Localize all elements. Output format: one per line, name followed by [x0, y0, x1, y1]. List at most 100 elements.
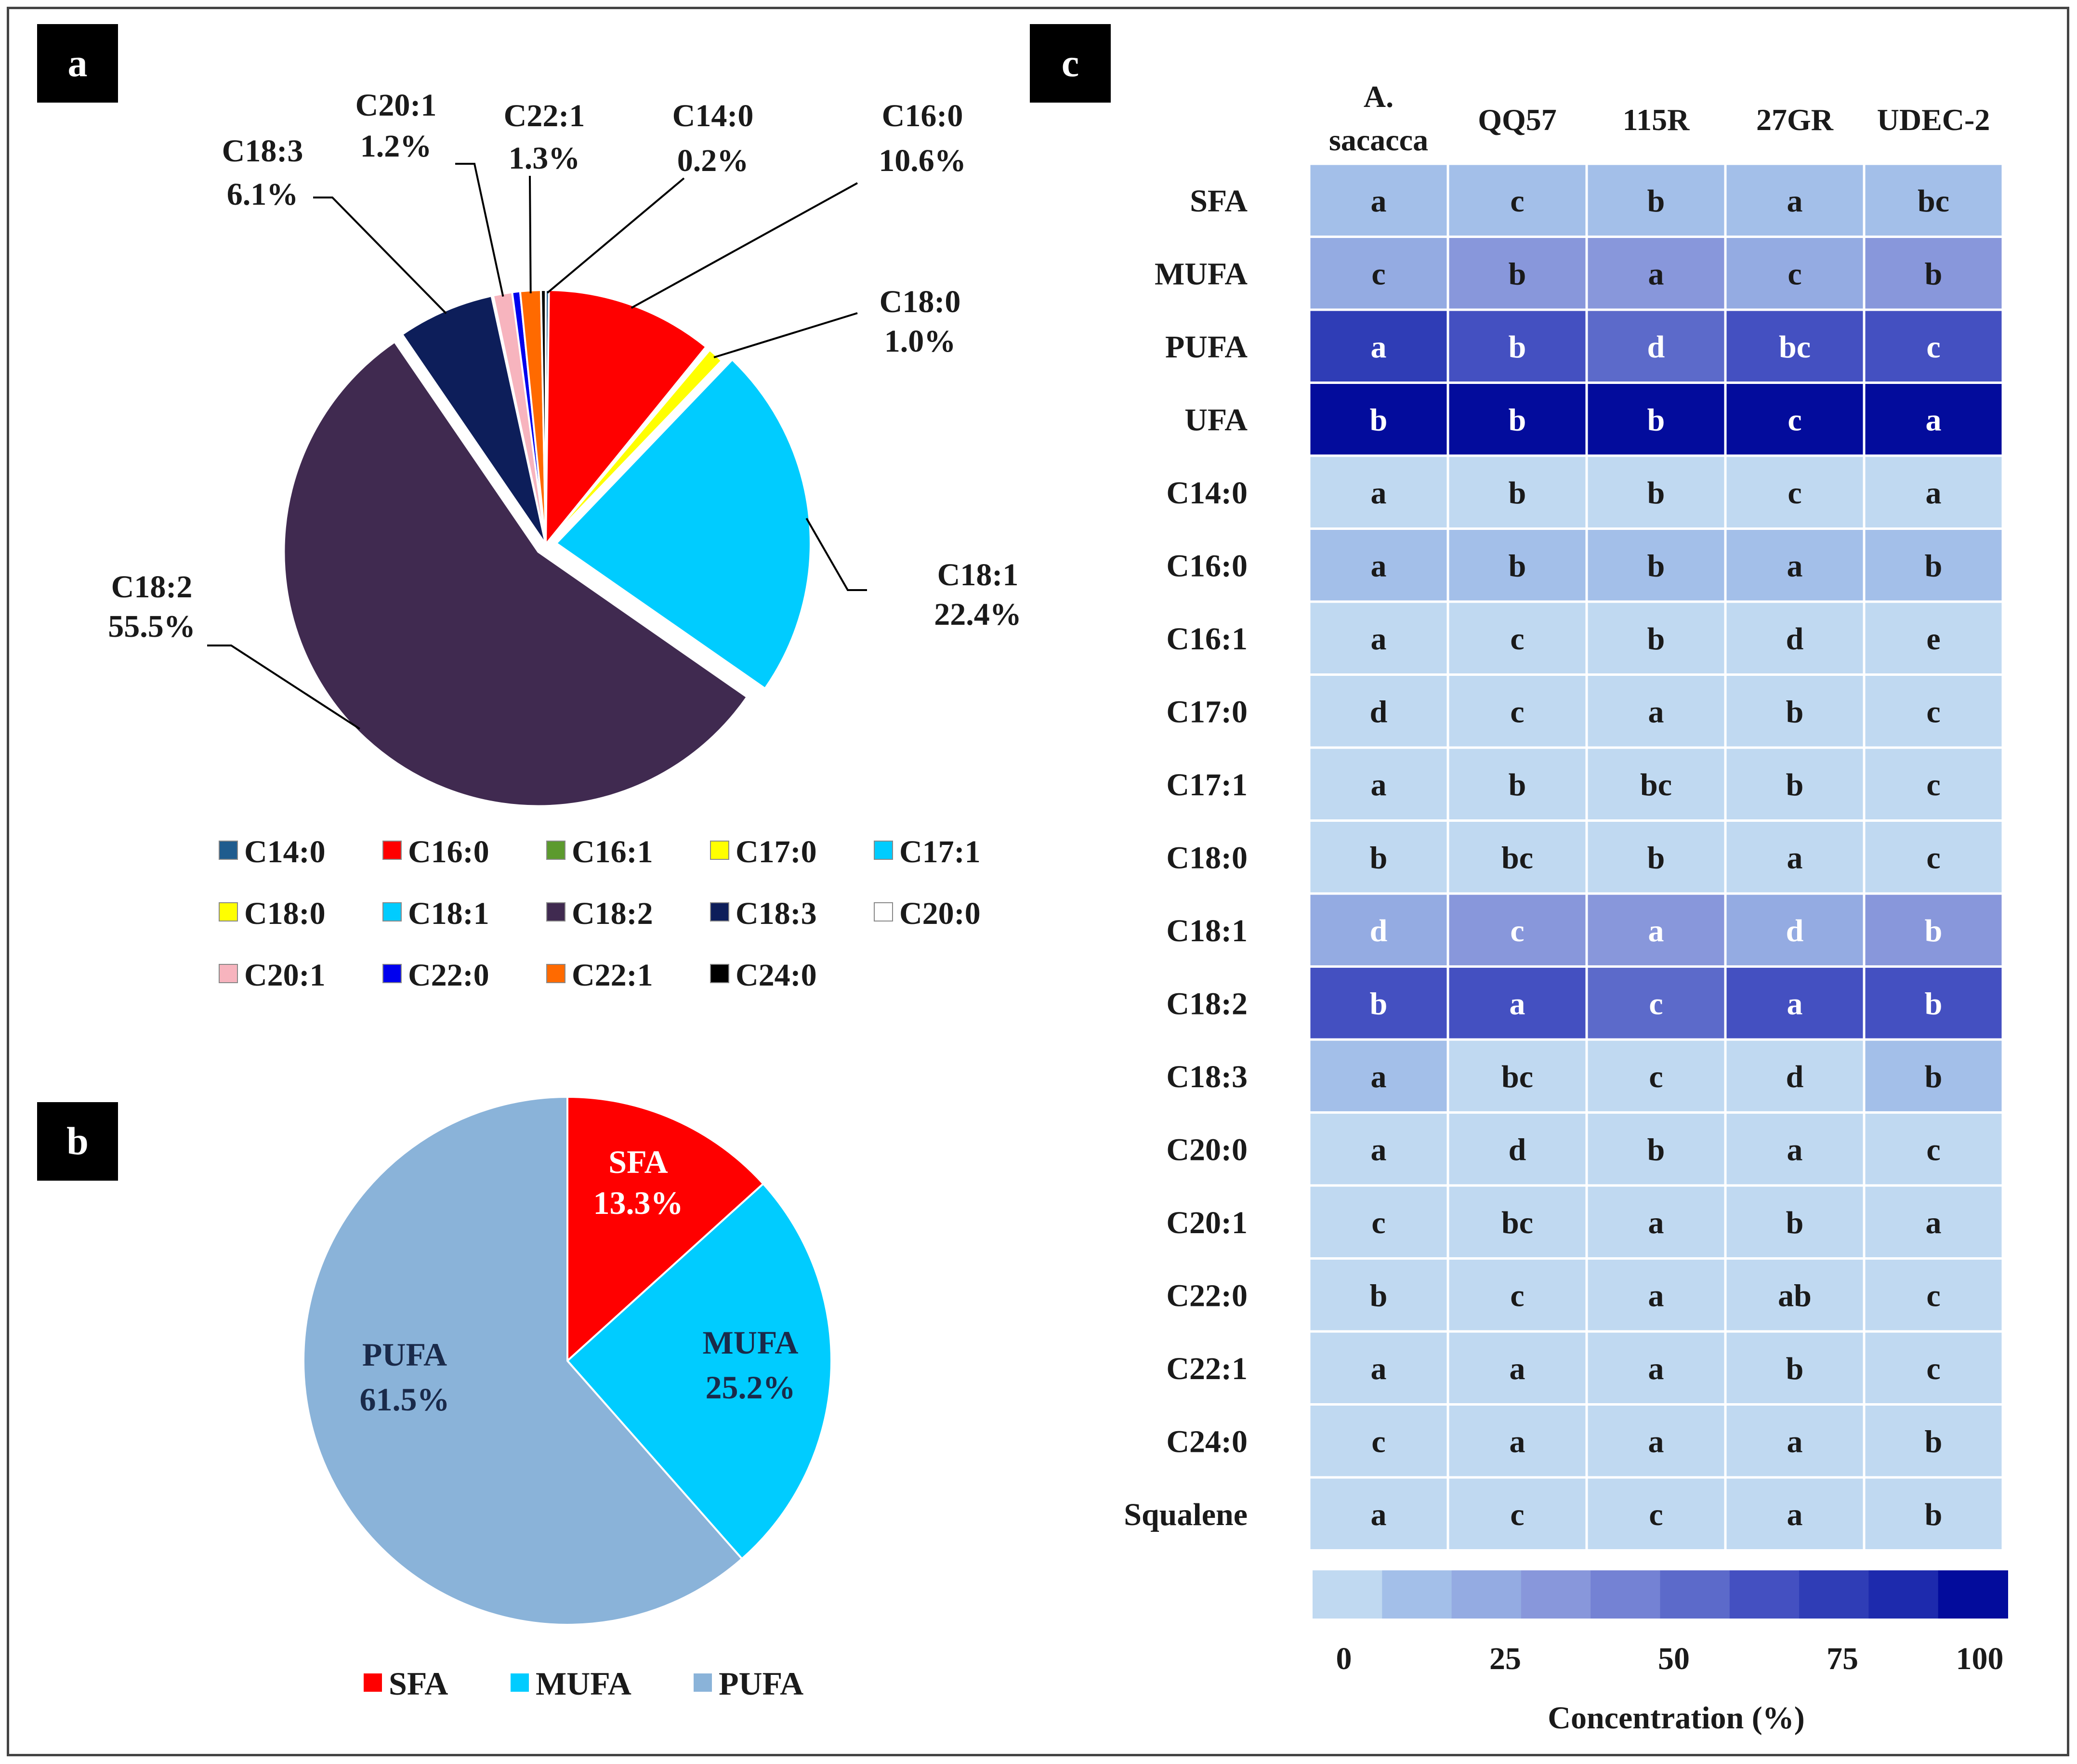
colorbar-segment: [1660, 1570, 1730, 1619]
cell-letter-c20-0-27gr: a: [1787, 1132, 1803, 1167]
row-label-c18-2: C18:2: [1166, 986, 1248, 1021]
heatmap-cell-ufa-qq57: [1446, 382, 1588, 457]
heatmap-cell-c18-1-udec-2: [1863, 892, 2004, 968]
panel-b-badge: b: [37, 1102, 118, 1181]
cell-letter-c22-0-27gr: ab: [1778, 1278, 1812, 1313]
colorbar-segment: [1938, 1570, 2008, 1619]
column-header-a-sacacca-part2: sacacca: [1329, 123, 1428, 157]
cell-letter-c17-0-udec-2: c: [1926, 694, 1940, 729]
slice-c18-1: [554, 358, 812, 690]
slice-mufa: [566, 1182, 832, 1560]
heatmap-cell-c18-0-115r: [1585, 819, 1727, 895]
heatmap-cell-c18-2-115r: [1585, 965, 1727, 1041]
heatmap-cell-c17-1-27gr: [1724, 746, 1866, 822]
legend-swatch-c17-1: [874, 841, 893, 860]
row-label-c18-3: C18:3: [1166, 1059, 1248, 1094]
colorbar-tick-25: 25: [1489, 1641, 1521, 1676]
row-label-mufa: MUFA: [1155, 256, 1248, 291]
cell-letter-c17-1-a-sacacca: a: [1371, 767, 1387, 803]
legend-label-c17-1: C17:1: [899, 834, 981, 869]
cell-letter-c20-1-a-sacacca: c: [1371, 1205, 1385, 1240]
heatmap-cell-squalene-qq57: [1446, 1476, 1588, 1552]
row-label-c20-0: C20:0: [1166, 1132, 1248, 1167]
heatmap-cell-ufa-115r: [1585, 382, 1727, 457]
leader-line-c22-1: [529, 175, 532, 293]
cell-letter-c24-0-qq57: a: [1510, 1424, 1525, 1459]
heatmap-cell-c20-1-qq57: [1446, 1184, 1588, 1260]
heatmap-cell-c18-0-udec-2: [1863, 819, 2004, 895]
heatmap-cell-c22-0-udec-2: [1863, 1257, 2004, 1333]
legend-fatty-acids: C14:0 C16:0 C16:1 C17:0 C17:1 C18:0 C18:1 C18:2…: [219, 834, 981, 993]
cell-letter-c20-1-qq57: bc: [1501, 1205, 1533, 1240]
cell-letter-c16-0-115r: b: [1647, 548, 1665, 583]
cell-letter-pufa-udec-2: c: [1926, 329, 1940, 365]
heatmap-cell-mufa-udec-2: [1863, 236, 2004, 311]
colorbar-tick-75: 75: [1827, 1641, 1858, 1676]
callout-value-c18-1: 22.4%: [934, 597, 1022, 632]
legend-swatch-c18-3: [710, 902, 729, 921]
legend-swatch-sfa: [364, 1673, 382, 1692]
callout-value-c22-1: 1.3%: [509, 141, 580, 176]
cell-letter-c24-0-a-sacacca: c: [1371, 1424, 1385, 1459]
row-label-c16-1: C16:1: [1166, 621, 1248, 657]
cell-letter-c20-0-udec-2: c: [1926, 1132, 1940, 1167]
cell-letter-c18-0-udec-2: c: [1926, 840, 1940, 875]
heatmap-cell-c20-1-a-sacacca: [1308, 1184, 1449, 1260]
slice-name-sfa: SFA: [608, 1144, 668, 1180]
callout-name-c14-0: C14:0: [672, 98, 754, 133]
callout-value-c14-0: 0.2%: [677, 143, 749, 178]
cell-letter-squalene-udec-2: b: [1925, 1497, 1943, 1532]
heatmap-cell-c20-0-udec-2: [1863, 1111, 2004, 1187]
colorbar-segment: [1313, 1570, 1383, 1619]
row-label-c18-0: C18:0: [1166, 840, 1248, 875]
heatmap-cell-ufa-a-sacacca: [1308, 382, 1449, 457]
heatmap-cell-sfa-udec-2: [1863, 162, 2004, 238]
cell-letter-c22-1-a-sacacca: a: [1371, 1351, 1387, 1386]
heatmap-cell-c16-1-a-sacacca: [1308, 600, 1449, 676]
cell-letter-mufa-qq57: b: [1509, 256, 1526, 291]
cell-letter-c16-1-115r: b: [1647, 621, 1665, 657]
heatmap-cell-c18-3-27gr: [1724, 1038, 1866, 1114]
heatmap-cell-c20-0-a-sacacca: [1308, 1111, 1449, 1187]
leader-line-c14-0: [547, 177, 685, 294]
cell-letter-c16-1-udec-2: e: [1926, 621, 1940, 657]
cell-letter-c16-0-27gr: a: [1787, 548, 1803, 583]
cell-letter-mufa-a-sacacca: c: [1371, 256, 1385, 291]
cell-letter-c22-0-qq57: c: [1510, 1278, 1524, 1313]
heatmap-cell-c17-1-udec-2: [1863, 746, 2004, 822]
cell-letter-mufa-115r: a: [1648, 256, 1664, 291]
row-label-c22-0: C22:0: [1166, 1278, 1248, 1313]
cell-letter-c18-2-115r: c: [1649, 986, 1663, 1021]
column-header-udec-2: UDEC-2: [1877, 103, 1990, 137]
slice-sfa: [566, 1095, 765, 1363]
callout-name-c18-0: C18:0: [880, 284, 961, 319]
cell-letter-c14-0-115r: b: [1647, 475, 1665, 511]
cell-letter-c20-1-115r: a: [1648, 1205, 1664, 1240]
cell-letter-ufa-27gr: c: [1788, 402, 1801, 437]
cell-letter-c14-0-udec-2: a: [1926, 475, 1942, 511]
legend-swatch-c18-1: [382, 902, 402, 921]
callout-name-c20-1: C20:1: [355, 88, 437, 123]
cell-letter-pufa-27gr: bc: [1779, 329, 1811, 365]
panel-a-letter: a: [68, 41, 88, 85]
cell-letter-c18-2-udec-2: b: [1925, 986, 1943, 1021]
heatmap-cell-mufa-115r: [1585, 236, 1727, 311]
legend-label-sfa: SFA: [389, 1665, 448, 1702]
heatmap-cell-c17-0-qq57: [1446, 673, 1588, 749]
heatmap-cell-pufa-qq57: [1446, 308, 1588, 384]
heatmap-cell-c22-1-27gr: [1724, 1330, 1866, 1406]
cell-letter-c18-3-115r: c: [1649, 1059, 1663, 1094]
cell-letter-pufa-qq57: b: [1509, 329, 1526, 365]
cell-letter-ufa-qq57: b: [1509, 402, 1526, 437]
cell-letter-c18-1-qq57: c: [1510, 913, 1524, 948]
cell-letter-c16-1-a-sacacca: a: [1371, 621, 1387, 657]
pie-chart-fatty-acids: C14:0 0.2% C16:0 10.6% C18:0 1.0% C18:1 22.4% C1…: [108, 88, 1022, 807]
legend-swatch-c18-0: [219, 902, 238, 921]
callout-value-c20-1: 1.2%: [360, 129, 432, 164]
heatmap-cell-c16-1-27gr: [1724, 600, 1866, 676]
row-label-c16-0: C16:0: [1166, 548, 1248, 583]
cell-letter-c16-0-a-sacacca: a: [1371, 548, 1387, 583]
leader-line-c16-0: [631, 182, 858, 309]
